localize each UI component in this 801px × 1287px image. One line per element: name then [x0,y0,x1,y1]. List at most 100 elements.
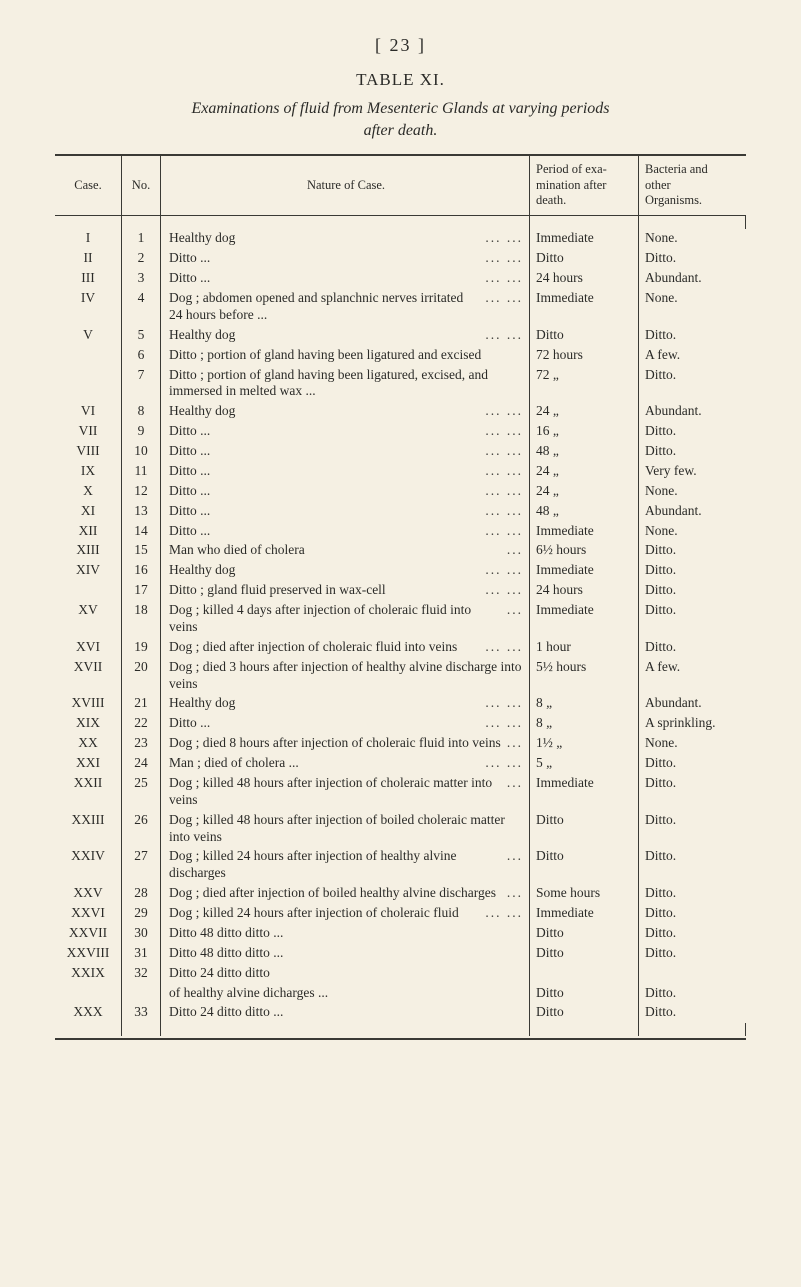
cell-period: 24 hours [530,269,639,289]
cell-period: 24 hours [530,581,639,601]
cell-nature: Ditto ...... ... [161,269,530,289]
cell-period: 72 hours [530,345,639,365]
cell-no: 7 [122,365,161,402]
cell-period: Ditto [530,810,639,847]
table-row: XXVII30Ditto 48 ditto ditto ...DittoDitt… [55,923,746,943]
cell-nature: of healthy alvine dicharges ... [161,983,530,1003]
cell-no: 6 [122,345,161,365]
cell-no: 31 [122,943,161,963]
cell-bacteria: Ditto. [639,422,746,442]
table-row: XXVIII31Ditto 48 ditto ditto ...DittoDit… [55,943,746,963]
cell-bacteria: Ditto. [639,754,746,774]
cell-case: XIV [55,561,122,581]
cell-bacteria: A few. [639,345,746,365]
cell-bacteria: Ditto. [639,541,746,561]
cell-no: 10 [122,442,161,462]
table-row: XXII25Dog ; killed 48 hours after inject… [55,773,746,810]
col-header-no: No. [122,156,161,215]
cell-period: 48 „ [530,501,639,521]
cell-no: 21 [122,694,161,714]
cell-no: 18 [122,601,161,638]
cell-nature: Man ; died of cholera ...... ... [161,754,530,774]
cell-no: 20 [122,657,161,694]
cell-nature: Ditto ; portion of gland having been lig… [161,365,530,402]
cell-bacteria: Ditto. [639,904,746,924]
cell-case: XXIV [55,847,122,884]
cell-nature: Healthy dog... ... [161,561,530,581]
cell-no: 2 [122,249,161,269]
cell-period: 5 „ [530,754,639,774]
cell-nature: Ditto 48 ditto ditto ... [161,923,530,943]
data-table: Case. No. Nature of Case. Period of exa-… [55,156,746,1036]
cell-case: XXI [55,754,122,774]
cell-no: 8 [122,402,161,422]
heading-line-2: after death. [55,122,746,140]
table-row: III3Ditto ...... ...24 hoursAbundant. [55,269,746,289]
cell-period: Immediate [530,773,639,810]
cell-nature: Ditto ...... ... [161,461,530,481]
table-row: X12Ditto ...... ...24 „None. [55,481,746,501]
cell-no: 16 [122,561,161,581]
cell-no: 22 [122,714,161,734]
table-row: 17Ditto ; gland fluid preserved in wax-c… [55,581,746,601]
cell-no: 3 [122,269,161,289]
cell-nature: Dog ; killed 4 days after injection of c… [161,601,530,638]
cell-case: XIII [55,541,122,561]
cell-bacteria: Ditto. [639,923,746,943]
cell-bacteria: Ditto. [639,773,746,810]
table-row: XI13Ditto ...... ...48 „Abundant. [55,501,746,521]
cell-case: VI [55,402,122,422]
cell-no: 32 [122,963,161,983]
cell-bacteria: Ditto. [639,561,746,581]
cell-bacteria: Ditto. [639,325,746,345]
table-row: XVI19Dog ; died after injection of chole… [55,637,746,657]
cell-case: XXVII [55,923,122,943]
cell-period: 24 „ [530,461,639,481]
cell-no: 25 [122,773,161,810]
cell-no: 24 [122,754,161,774]
cell-case: XXIX [55,963,122,983]
cell-period: Immediate [530,289,639,326]
cell-bacteria: Ditto. [639,810,746,847]
col-header-period: Period of exa- mination after death. [530,156,639,215]
cell-no: 26 [122,810,161,847]
cell-case [55,581,122,601]
cell-bacteria: Ditto. [639,943,746,963]
page-number: [ 23 ] [55,35,746,56]
cell-no: 23 [122,734,161,754]
cell-bacteria: A few. [639,657,746,694]
table-row: XVII20Dog ; died 3 hours after injection… [55,657,746,694]
table-row: XIII15Man who died of cholera...6½ hours… [55,541,746,561]
cell-nature: Dog ; died 3 hours after injection of he… [161,657,530,694]
cell-period: 72 „ [530,365,639,402]
cell-no: 19 [122,637,161,657]
cell-case: XI [55,501,122,521]
cell-bacteria: Abundant. [639,402,746,422]
cell-case [55,365,122,402]
cell-bacteria: Ditto. [639,884,746,904]
cell-period: Immediate [530,229,639,249]
cell-nature: Healthy dog... ... [161,694,530,714]
cell-nature: Dog ; killed 24 hours after injection of… [161,847,530,884]
table-row: XII14Ditto ...... ...ImmediateNone. [55,521,746,541]
cell-nature: Healthy dog... ... [161,229,530,249]
table-row: XXIX32Ditto 24 ditto ditto [55,963,746,983]
cell-nature: Dog ; died after injection of boiled hea… [161,884,530,904]
cell-no: 33 [122,1003,161,1023]
cell-period: 5½ hours [530,657,639,694]
cell-bacteria: Abundant. [639,501,746,521]
cell-no: 27 [122,847,161,884]
table-row: XV18Dog ; killed 4 days after injection … [55,601,746,638]
cell-case: XII [55,521,122,541]
cell-bacteria: Ditto. [639,601,746,638]
cell-case: XIX [55,714,122,734]
cell-case: XXVIII [55,943,122,963]
cell-period: Immediate [530,601,639,638]
table-row: XXVI29Dog ; killed 24 hours after inject… [55,904,746,924]
col-header-nature: Nature of Case. [161,156,530,215]
table-row: XX23Dog ; died 8 hours after injection o… [55,734,746,754]
cell-no: 13 [122,501,161,521]
page-root: [ 23 ] TABLE XI. Examinations of fluid f… [0,0,801,1287]
table-row: XIV16Healthy dog... ...ImmediateDitto. [55,561,746,581]
cell-no: 15 [122,541,161,561]
